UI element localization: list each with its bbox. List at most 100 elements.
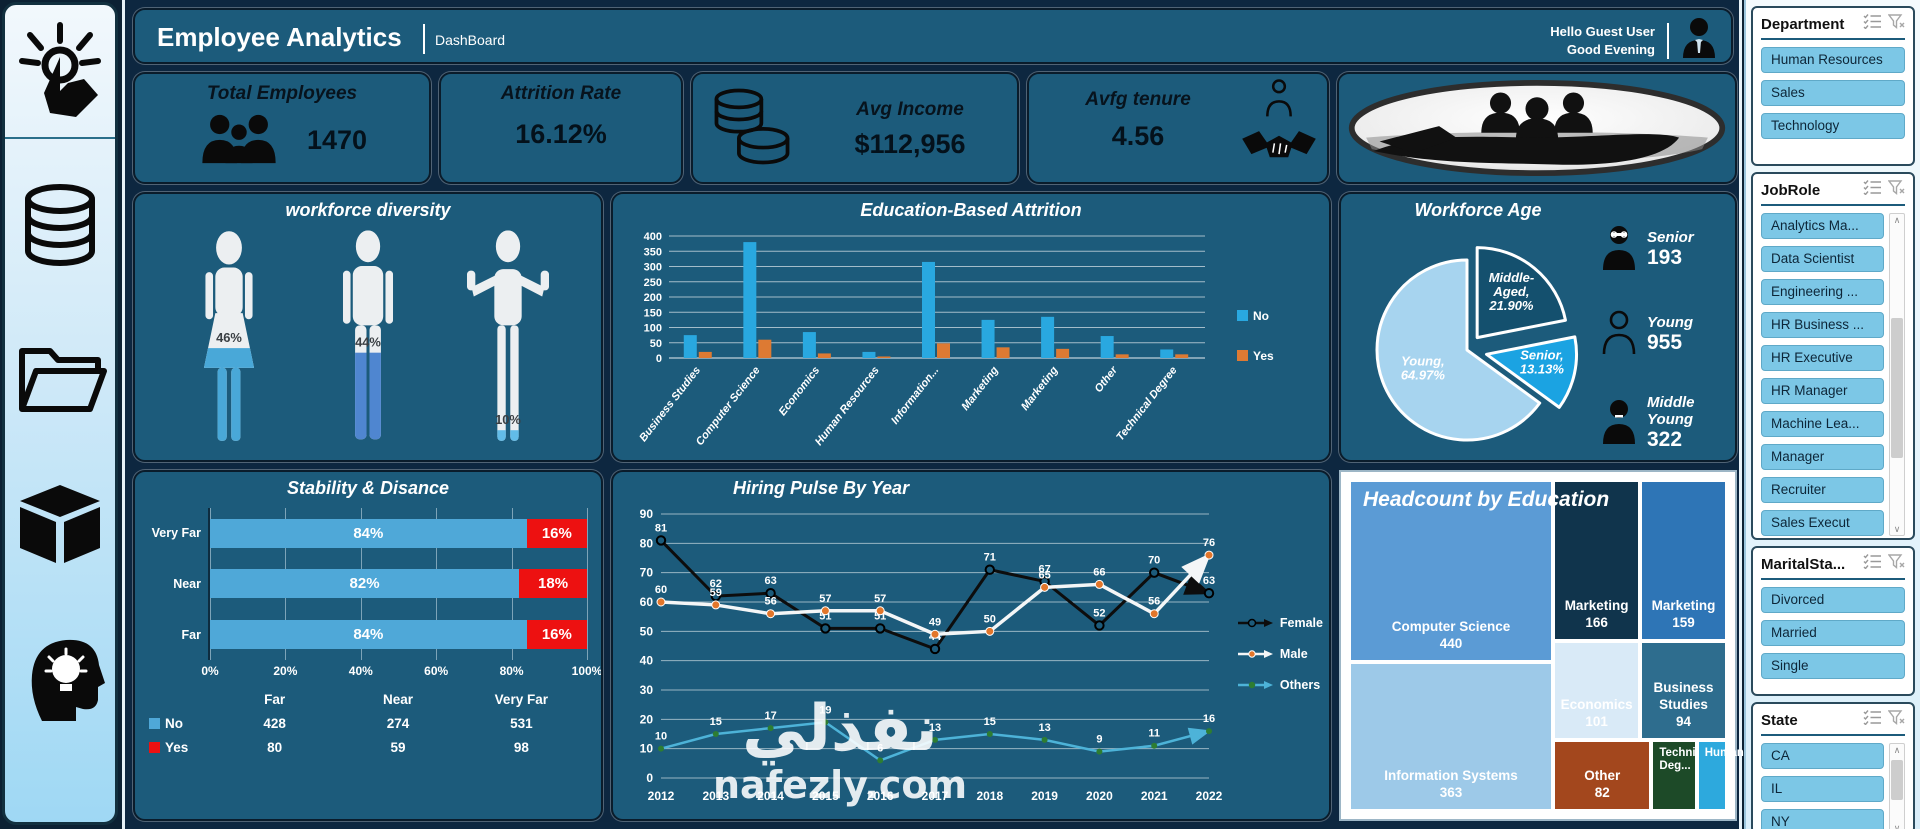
svg-text:65: 65	[1038, 569, 1050, 581]
svg-text:40: 40	[640, 654, 654, 668]
header-divider	[423, 24, 425, 54]
kpi-label: Avg Income	[856, 99, 964, 120]
svg-text:57: 57	[819, 593, 831, 605]
svg-text:66: 66	[1093, 566, 1105, 578]
svg-text:57: 57	[874, 593, 886, 605]
clear-filter-icon[interactable]	[1887, 554, 1905, 574]
scrollbar[interactable]: ∧ ∨	[1889, 213, 1905, 536]
svg-text:250: 250	[644, 277, 662, 289]
panel-education-attrition: Education-Based Attrition 0 50 100 150 200 25…	[611, 192, 1331, 462]
slicer-item-sales[interactable]: Sales	[1761, 80, 1905, 106]
svg-text:11: 11	[1148, 728, 1160, 740]
clear-filter-icon[interactable]	[1887, 710, 1905, 730]
slicer-item-ny[interactable]: NY	[1761, 809, 1884, 829]
folder-icon[interactable]	[5, 315, 115, 437]
slicer-item-analytics-ma-[interactable]: Analytics Ma...	[1761, 213, 1884, 239]
headcount-treemap-chart: Computer Science 440 Information Systems 36…	[1349, 480, 1753, 811]
slicer-item-engineering-[interactable]: Engineering ...	[1761, 279, 1884, 305]
svg-text:2022: 2022	[1196, 789, 1223, 803]
treemap-node: Computer Science 440	[1349, 480, 1554, 663]
slicer-item-machine-lea-[interactable]: Machine Lea...	[1761, 411, 1884, 437]
svg-text:2021: 2021	[1141, 789, 1168, 803]
slicer-title: Department	[1761, 15, 1845, 33]
svg-text:2014: 2014	[757, 789, 784, 803]
cube-icon[interactable]	[5, 463, 115, 585]
slicer-item-recruiter[interactable]: Recruiter	[1761, 477, 1884, 503]
click-hand-icon[interactable]	[5, 5, 115, 137]
coins-icon	[709, 84, 795, 175]
slicer-item-manager[interactable]: Manager	[1761, 444, 1884, 470]
teamwork-ellipse-image	[1339, 74, 1735, 182]
clear-filter-icon[interactable]	[1887, 180, 1905, 200]
svg-text:Information...: Information...	[889, 364, 941, 426]
slicer-item-hr-executive[interactable]: HR Executive	[1761, 345, 1884, 371]
svg-text:2015: 2015	[812, 789, 839, 803]
svg-text:62: 62	[710, 578, 722, 590]
svg-text:17: 17	[764, 710, 776, 722]
education-attrition-chart: 0 50 100 150 200 250 300 350 400 Business Studies…	[613, 224, 1329, 460]
svg-text:50: 50	[650, 338, 662, 350]
svg-text:56: 56	[764, 596, 776, 608]
svg-text:Marketing: Marketing	[959, 364, 1001, 413]
hiring-legend: Female Male Others	[1237, 616, 1323, 692]
multi-select-icon[interactable]	[1863, 710, 1882, 730]
treemap-node: Other 82	[1553, 739, 1652, 811]
page-subtitle: DashBoard	[435, 32, 506, 48]
slicer-item-divorced[interactable]: Divorced	[1761, 587, 1905, 613]
slicer-item-married[interactable]: Married	[1761, 620, 1905, 646]
multi-select-icon[interactable]	[1863, 180, 1882, 200]
right-sidebar: Department Human Resources Sales Technology…	[1744, 0, 1920, 829]
slicer-maritalsta-: MaritalSta... Divorced Married Single	[1751, 546, 1915, 696]
senior-icon	[1599, 224, 1639, 275]
svg-text:2017: 2017	[922, 789, 949, 803]
multi-select-icon[interactable]	[1863, 554, 1882, 574]
svg-text:80: 80	[640, 536, 654, 550]
svg-text:50: 50	[984, 613, 996, 625]
treemap-node: Marketing 166	[1553, 480, 1641, 641]
slicer-item-data-scientist[interactable]: Data Scientist	[1761, 246, 1884, 272]
stability-bar-row: 84% 16%	[210, 518, 587, 548]
slicer-item-hr-business-[interactable]: HR Business ...	[1761, 312, 1884, 338]
slicer-item-il[interactable]: IL	[1761, 776, 1884, 802]
slicer-item-hr-manager[interactable]: HR Manager	[1761, 378, 1884, 404]
svg-text:400: 400	[644, 231, 662, 243]
slicer-item-ca[interactable]: CA	[1761, 743, 1884, 769]
svg-text:10%: 10%	[495, 412, 521, 427]
svg-text:15: 15	[710, 716, 722, 728]
slicer-item-human-resources[interactable]: Human Resources	[1761, 47, 1905, 73]
clear-filter-icon[interactable]	[1887, 14, 1905, 34]
svg-text:44%: 44%	[355, 335, 381, 350]
svg-text:90: 90	[640, 507, 654, 521]
database-icon[interactable]	[5, 165, 115, 289]
kpi-value: 16.12%	[515, 119, 607, 149]
svg-text:Technical Degree: Technical Degree	[1114, 364, 1179, 443]
user-avatar-icon[interactable]	[1681, 17, 1717, 62]
svg-text:15: 15	[984, 716, 996, 728]
treemap-node: Technical Deg...	[1651, 739, 1712, 811]
head-idea-icon[interactable]	[5, 611, 115, 739]
svg-text:No: No	[1253, 309, 1269, 323]
kpi-label: Avfg tenure	[1085, 89, 1191, 110]
multi-select-icon[interactable]	[1863, 14, 1882, 34]
svg-text:20: 20	[640, 712, 654, 726]
kpi-total-employees: Total Employees 1470	[133, 72, 431, 184]
slicer-item-single[interactable]: Single	[1761, 653, 1905, 679]
svg-text:63: 63	[764, 575, 776, 587]
slicer-state: State CA IL NY ∧ ∨	[1751, 702, 1915, 829]
treemap-node: Business Studies 94	[1640, 640, 1727, 740]
kpi-avg-income: Avg Income $112,956	[691, 72, 1019, 184]
legend-female: Female	[1237, 616, 1323, 630]
svg-text:2012: 2012	[648, 789, 675, 803]
svg-text:49: 49	[929, 616, 941, 628]
scrollbar[interactable]: ∧ ∨	[1889, 743, 1905, 829]
header-bar: Employee Analytics DashBoard Hello Guest…	[133, 8, 1733, 64]
svg-text:Economics: Economics	[777, 364, 823, 418]
chart-title: Hiring Pulse By Year	[733, 478, 910, 498]
svg-text:67: 67	[1038, 563, 1050, 575]
slicer-item-technology[interactable]: Technology	[1761, 113, 1905, 139]
svg-text:56: 56	[1148, 596, 1160, 608]
svg-text:350: 350	[644, 246, 662, 258]
greeting-text: Hello Guest User Good Evening	[1550, 23, 1655, 57]
slicer-item-sales-execut[interactable]: Sales Execut	[1761, 510, 1884, 536]
svg-text:2019: 2019	[1031, 789, 1058, 803]
